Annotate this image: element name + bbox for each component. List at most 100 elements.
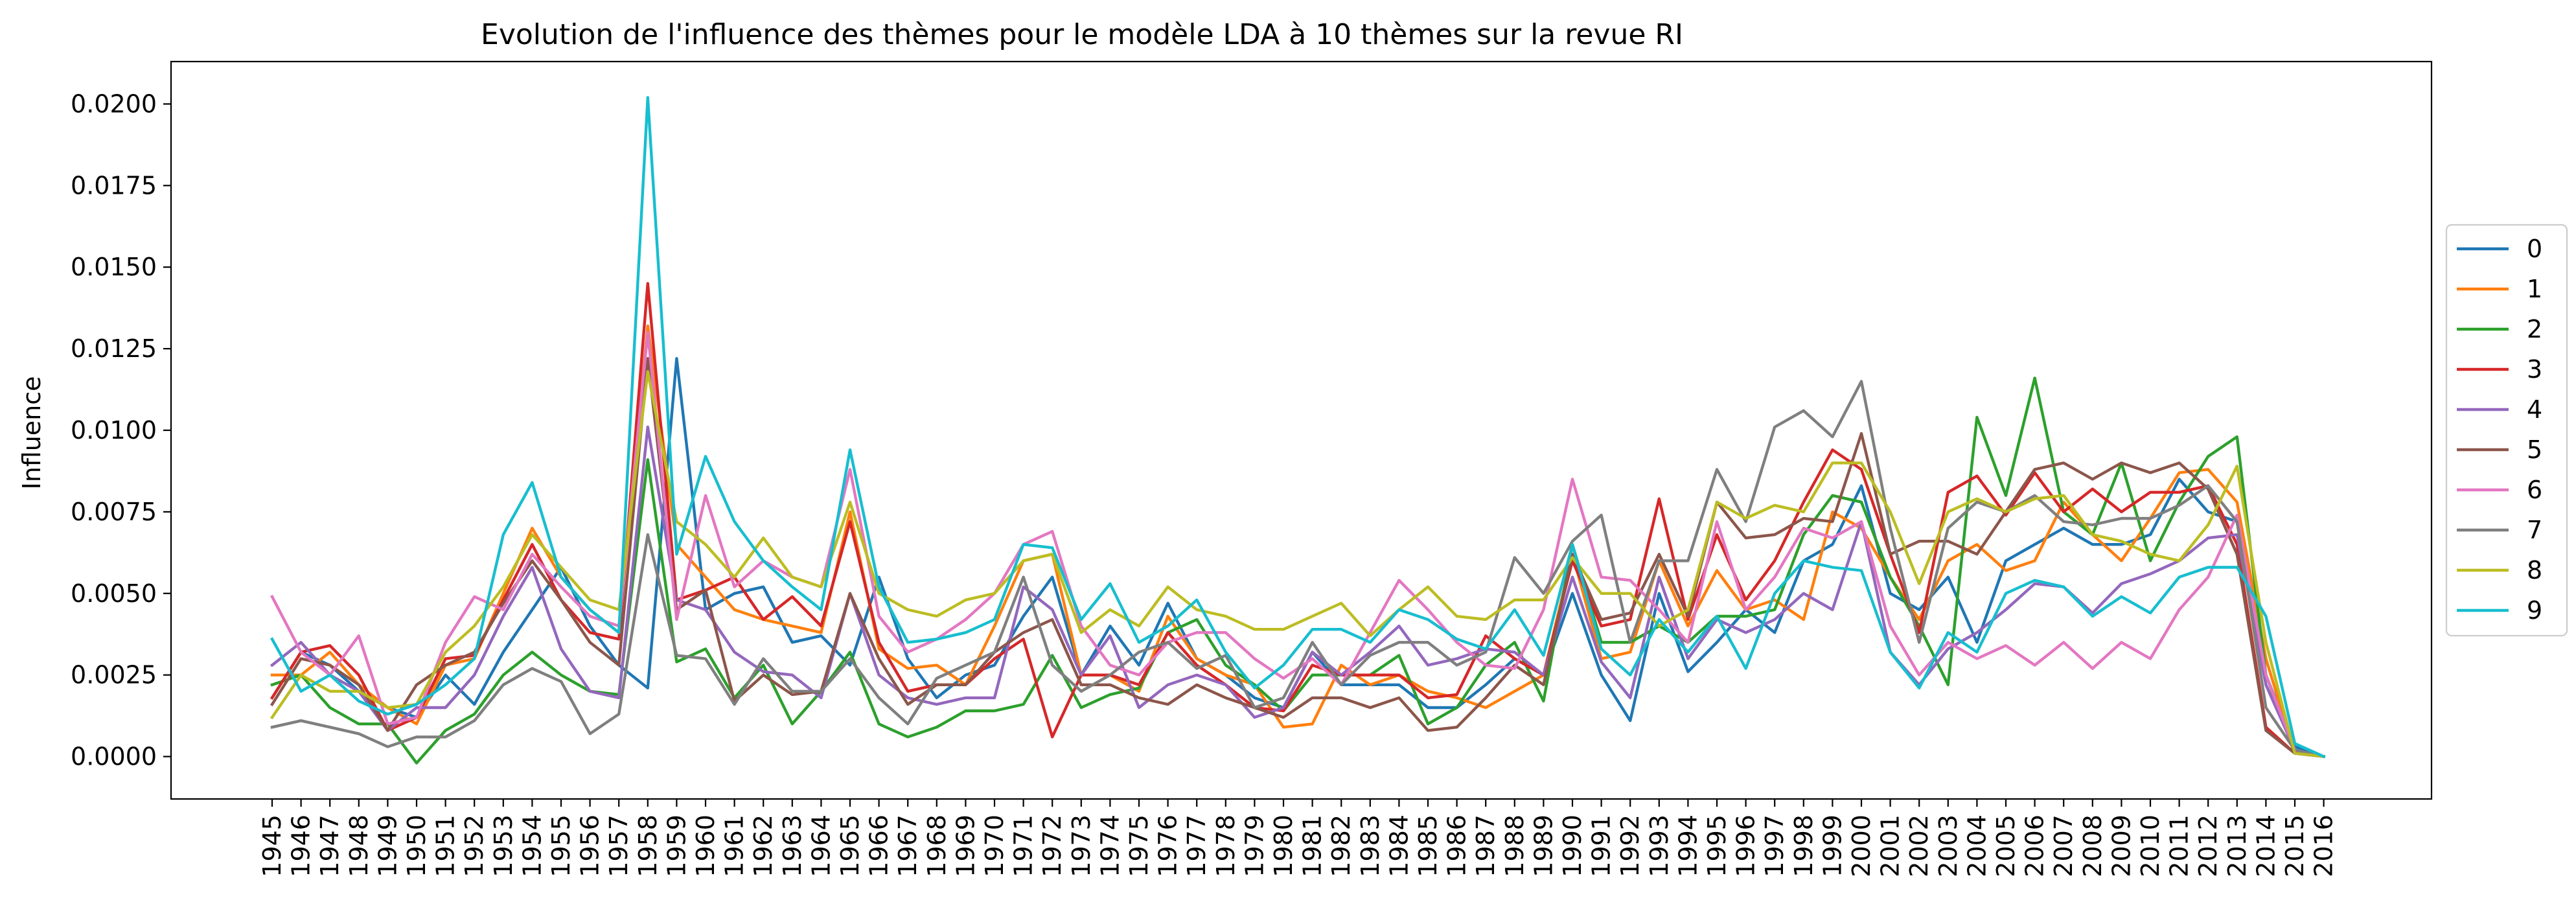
series-lines — [270, 96, 2326, 765]
x-tick-label: 2011 — [2165, 815, 2194, 877]
x-tick-label: 1949 — [373, 815, 402, 877]
x-tick-label: 1952 — [460, 815, 489, 877]
x-tick-label: 1946 — [287, 815, 316, 877]
x-tick-label: 1964 — [807, 815, 835, 877]
x-tick-label: 1983 — [1356, 815, 1385, 877]
x-tick-label: 1955 — [547, 815, 575, 877]
x-tick-label: 1962 — [749, 815, 777, 877]
x-tick-label: 2012 — [2194, 815, 2222, 877]
legend-items: 0 1 2 3 4 5 6 7 8 9 — [2457, 235, 2542, 625]
x-tick-label: 1977 — [1182, 815, 1211, 877]
x-tick-label: 1947 — [316, 815, 344, 877]
x-tick-label: 1989 — [1529, 815, 1558, 877]
x-tick-label: 1966 — [865, 815, 893, 877]
x-tick-label: 1981 — [1298, 815, 1327, 877]
x-tick-label: 1965 — [836, 815, 864, 877]
x-tick-label: 1993 — [1645, 815, 1673, 877]
x-tick-label: 1972 — [1038, 815, 1066, 877]
x-tick-label: 2014 — [2251, 815, 2280, 877]
series-line-4 — [270, 425, 2326, 759]
x-tick-label: 2015 — [2281, 815, 2309, 877]
x-tick-label: 2010 — [2136, 815, 2165, 877]
x-tick-label: 1991 — [1587, 815, 1616, 877]
y-tick-label: 0.0200 — [71, 89, 157, 118]
x-tick-label: 1971 — [1009, 815, 1038, 877]
x-tick-label: 1968 — [923, 815, 951, 877]
x-tick-label: 1950 — [402, 815, 431, 877]
x-tick-label: 1976 — [1154, 815, 1182, 877]
plot-frame — [170, 60, 2433, 800]
y-tick-label: 0.0025 — [71, 661, 157, 689]
x-tick-label: 1995 — [1703, 815, 1731, 877]
y-tick-label: 0.0150 — [71, 253, 157, 281]
x-tick-label: 1970 — [980, 815, 1009, 877]
legend-label-7: 7 — [2527, 516, 2542, 544]
x-tick-label: 2001 — [1876, 815, 1905, 877]
y-tick-label: 0.0125 — [71, 334, 157, 363]
x-tick-label: 2009 — [2107, 815, 2135, 877]
legend-label-0: 0 — [2527, 235, 2542, 263]
y-axis-label: Influence — [17, 376, 46, 489]
y-tick-label: 0.0175 — [71, 171, 157, 200]
x-tick-label: 1999 — [1818, 815, 1846, 877]
x-tick-label: 2016 — [2310, 815, 2338, 877]
series-line-0 — [270, 357, 2326, 759]
x-tick-label: 1978 — [1212, 815, 1240, 877]
x-tick-label: 1984 — [1385, 815, 1413, 877]
y-tick-label: 0.0075 — [71, 498, 157, 526]
x-tick-label: 2005 — [1992, 815, 2020, 877]
x-tick-label: 1951 — [431, 815, 460, 877]
x-tick-label: 1988 — [1501, 815, 1529, 877]
x-tick-label: 1979 — [1240, 815, 1269, 877]
series-line-2 — [270, 376, 2326, 765]
x-tick-label: 1953 — [489, 815, 518, 877]
x-tick-label: 1994 — [1673, 815, 1702, 877]
x-tick-label: 1973 — [1067, 815, 1096, 877]
x-tick-label: 1982 — [1327, 815, 1355, 877]
x-tick-label: 1963 — [778, 815, 807, 877]
y-tick-label: 0.0100 — [71, 416, 157, 445]
x-tick-label: 1960 — [691, 815, 720, 877]
x-tick-label: 1954 — [518, 815, 546, 877]
x-tick-label: 2006 — [2021, 815, 2049, 877]
x-tick-label: 1974 — [1096, 815, 1124, 877]
x-tick-label: 1992 — [1616, 815, 1644, 877]
x-tick-label: 2003 — [1934, 815, 1962, 877]
x-tick-label: 1990 — [1558, 815, 1587, 877]
legend-box — [2445, 224, 2568, 637]
x-tick-label: 1998 — [1789, 815, 1818, 877]
legend-label-1: 1 — [2527, 275, 2542, 303]
legend-label-4: 4 — [2527, 395, 2542, 424]
legend-label-5: 5 — [2527, 435, 2542, 464]
x-tick-label: 1945 — [258, 815, 286, 877]
x-tick-label: 2000 — [1847, 815, 1876, 877]
y-axis-ticks: 0.0000 0.0025 0.0050 0.0075 0.0100 0.0125 0.01… — [71, 89, 171, 771]
x-tick-label: 1967 — [893, 815, 922, 877]
x-axis-ticks: 1945 1946 1947 1948 1949 1950 1951 1952 1953 1954… — [258, 799, 2338, 877]
legend-label-2: 2 — [2527, 315, 2542, 343]
x-tick-label: 2004 — [1962, 815, 1991, 877]
x-tick-label: 1956 — [576, 815, 604, 877]
x-tick-label: 1986 — [1443, 815, 1471, 877]
series-line-8 — [270, 370, 2326, 758]
x-tick-label: 2007 — [2049, 815, 2078, 877]
chart-title: Evolution de l'influence des thèmes pour… — [481, 18, 1683, 51]
legend-label-9: 9 — [2527, 596, 2542, 625]
x-tick-label: 2002 — [1905, 815, 1933, 877]
legend: 0 1 2 3 4 5 6 7 8 9 — [2445, 224, 2568, 637]
x-tick-label: 1980 — [1269, 815, 1298, 877]
x-tick-label: 1985 — [1414, 815, 1442, 877]
x-tick-label: 1975 — [1125, 815, 1153, 877]
legend-label-8: 8 — [2527, 556, 2542, 584]
x-tick-label: 2013 — [2223, 815, 2251, 877]
series-line-9 — [270, 96, 2326, 759]
legend-label-3: 3 — [2527, 355, 2542, 384]
x-tick-label: 1996 — [1732, 815, 1760, 877]
y-tick-label: 0.0000 — [71, 743, 157, 771]
x-tick-label: 1948 — [345, 815, 373, 877]
legend-label-6: 6 — [2527, 476, 2542, 504]
series-line-5 — [270, 357, 2326, 758]
x-tick-label: 1958 — [634, 815, 662, 877]
x-tick-label: 1969 — [951, 815, 980, 877]
